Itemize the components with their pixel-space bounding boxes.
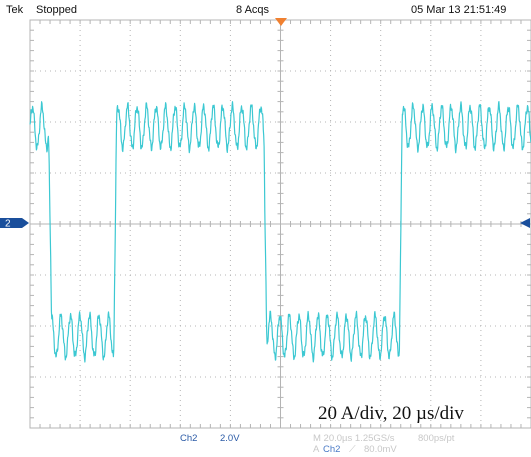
brand-label: Tek bbox=[6, 4, 24, 16]
ch2-label: Ch2 bbox=[180, 433, 198, 444]
run-state-label: Stopped bbox=[36, 4, 77, 16]
status-bar: Tek Stopped 8 Acqs 05 Mar 13 21:51:49 bbox=[0, 0, 531, 20]
settings-readout: Ch2 2.0V M 20.0µs 1.25GS/s 800ps/pt A Ch… bbox=[0, 430, 531, 457]
trigger-level: 80.0mV bbox=[364, 444, 397, 455]
graticule bbox=[29, 19, 531, 429]
ch2-marker-label: 2 bbox=[5, 219, 11, 230]
timebase-readout: M 20.0µs 1.25GS/s bbox=[313, 433, 395, 444]
ch2-scale: 2.0V bbox=[220, 433, 240, 444]
trigger-slope-icon: ⟋ bbox=[349, 444, 356, 455]
acquisition-count: 8 Acqs bbox=[236, 4, 270, 16]
trigger-source: Ch2 bbox=[323, 444, 341, 455]
timestamp: 05 Mar 13 21:51:49 bbox=[411, 4, 507, 16]
trigger-prefix: A bbox=[313, 444, 320, 455]
scale-annotation: 20 A/div, 20 µs/div bbox=[318, 403, 464, 424]
ch2-ground-marker: 2 bbox=[0, 218, 29, 230]
trigger-position-marker bbox=[275, 18, 287, 26]
ch2-waveform bbox=[29, 100, 531, 363]
trigger-level-marker bbox=[520, 218, 530, 228]
record-resolution: 800ps/pt bbox=[418, 433, 455, 444]
